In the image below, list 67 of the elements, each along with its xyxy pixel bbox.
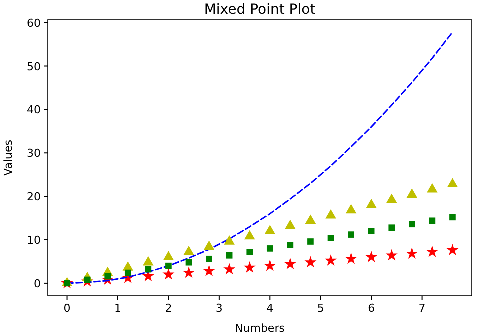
point <box>388 224 396 232</box>
point <box>163 251 174 260</box>
point <box>182 266 196 278</box>
point <box>166 262 172 270</box>
point <box>203 264 216 276</box>
point <box>124 270 132 276</box>
point <box>406 188 418 198</box>
point <box>324 254 338 266</box>
point <box>224 263 236 275</box>
x-tick-label: 3 <box>216 302 223 315</box>
x-tick-label: 0 <box>64 302 71 315</box>
point <box>446 244 459 256</box>
point <box>226 252 233 259</box>
y-tick-label: 50 <box>27 60 41 74</box>
y-tick-label: 60 <box>27 16 41 30</box>
point <box>287 242 294 248</box>
point <box>244 261 256 273</box>
point <box>184 246 194 256</box>
point <box>345 252 358 264</box>
point <box>246 249 254 256</box>
point <box>266 246 274 252</box>
point <box>308 238 314 245</box>
point <box>104 273 112 280</box>
point <box>206 256 212 262</box>
point <box>204 240 215 250</box>
point <box>408 221 416 228</box>
point <box>346 204 357 214</box>
x-tick-label: 7 <box>418 302 426 315</box>
point <box>145 266 152 273</box>
y-tick-label: 0 <box>34 277 41 290</box>
point <box>244 230 256 240</box>
point <box>304 256 317 268</box>
y-tick-label: 30 <box>27 147 41 160</box>
point <box>143 256 154 266</box>
x-tick-label: 1 <box>114 302 122 315</box>
x-tick-label: 5 <box>317 302 324 315</box>
point <box>162 268 175 280</box>
point <box>386 194 398 204</box>
point <box>186 259 192 266</box>
point <box>328 235 334 242</box>
point <box>426 246 438 258</box>
y-tick-label: 20 <box>27 190 41 204</box>
point <box>406 248 418 260</box>
x-tick-label: 6 <box>368 302 376 315</box>
point <box>386 249 398 261</box>
point <box>284 258 296 270</box>
point <box>450 214 456 221</box>
x-tick-label: 2 <box>165 302 172 315</box>
x-tick-label: 4 <box>266 302 274 315</box>
chart-title: Mixed Point Plot <box>204 2 316 18</box>
point <box>366 199 377 208</box>
point <box>305 214 316 224</box>
y-tick-label: 10 <box>27 234 41 248</box>
point <box>326 209 336 219</box>
point <box>224 236 235 245</box>
y-axis-title: Values <box>2 140 15 176</box>
x-axis-title: Numbers <box>235 322 286 335</box>
point <box>447 178 458 188</box>
point <box>264 260 276 272</box>
point <box>427 183 438 193</box>
point <box>366 251 378 263</box>
point <box>264 225 276 234</box>
point <box>368 228 375 234</box>
point <box>285 220 296 230</box>
point <box>429 218 436 224</box>
point <box>348 232 354 238</box>
y-tick-label: 40 <box>27 104 41 117</box>
